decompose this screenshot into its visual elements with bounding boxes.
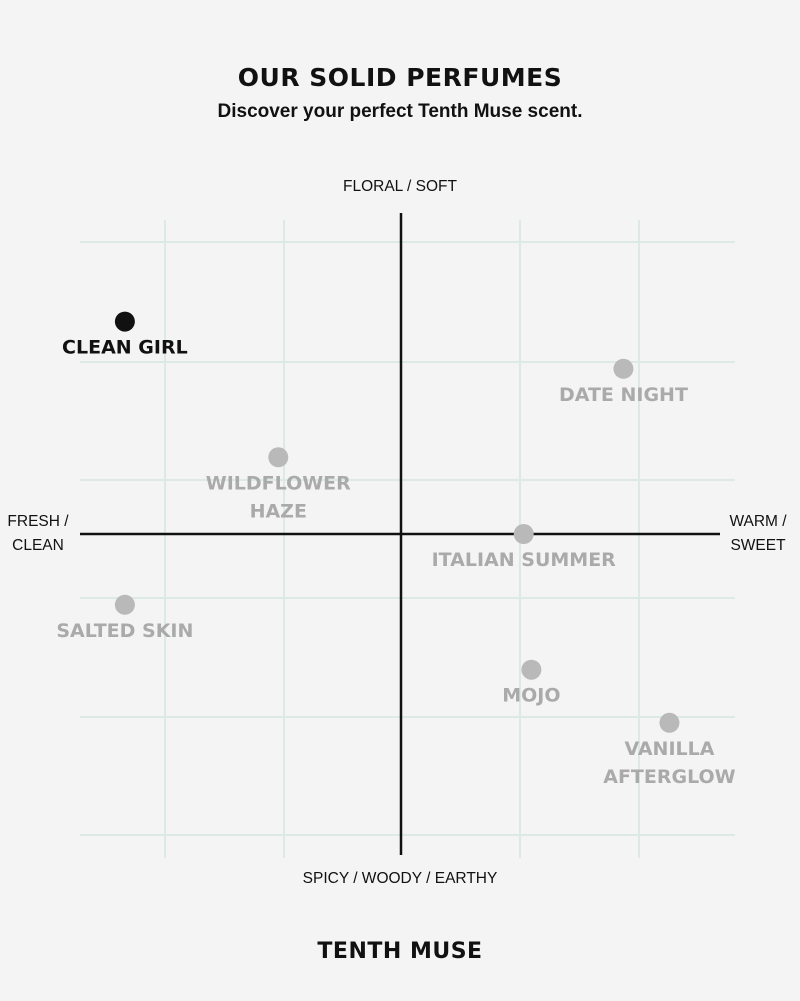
axis-label-left-line1: FRESH / (7, 513, 69, 530)
point-label-wildflower-haze: HAZE (250, 500, 307, 522)
point-vanilla-afterglow (659, 712, 680, 733)
axis-label-top: FLORAL / SOFT (343, 178, 457, 195)
point-label-vanilla-afterglow: AFTERGLOW (603, 766, 735, 788)
point-italian-summer (513, 524, 534, 544)
page-title: OUR SOLID PERFUMES (237, 63, 563, 92)
brand-footer: TENTH MUSE (317, 939, 483, 964)
point-label-mojo: MOJO (502, 685, 560, 707)
point-label-vanilla-afterglow: VANILLA (624, 738, 714, 760)
page-subtitle: Discover your perfect Tenth Muse scent. (217, 101, 583, 122)
point-date-night (613, 358, 634, 379)
point-label-clean-girl: CLEAN GIRL (62, 337, 188, 359)
point-label-wildflower-haze: WILDFLOWER (206, 472, 351, 494)
axis-label-right-line1: WARM / (729, 513, 787, 530)
axis-label-right-line2: SWEET (730, 537, 786, 554)
point-label-italian-summer: ITALIAN SUMMER (432, 549, 617, 571)
axis-label-bottom: SPICY / WOODY / EARTHY (302, 870, 498, 887)
axis-label-left-line2: CLEAN (12, 537, 64, 554)
point-label-date-night: DATE NIGHT (559, 384, 688, 406)
point-clean-girl (114, 311, 135, 332)
point-salted-skin (114, 594, 135, 615)
point-wildflower-haze (268, 447, 289, 468)
axis-label-right: WARM / SWEET (720, 510, 796, 558)
point-label-salted-skin: SALTED SKIN (56, 620, 193, 642)
axis-label-left: FRESH / CLEAN (0, 510, 76, 558)
point-mojo (521, 659, 542, 680)
